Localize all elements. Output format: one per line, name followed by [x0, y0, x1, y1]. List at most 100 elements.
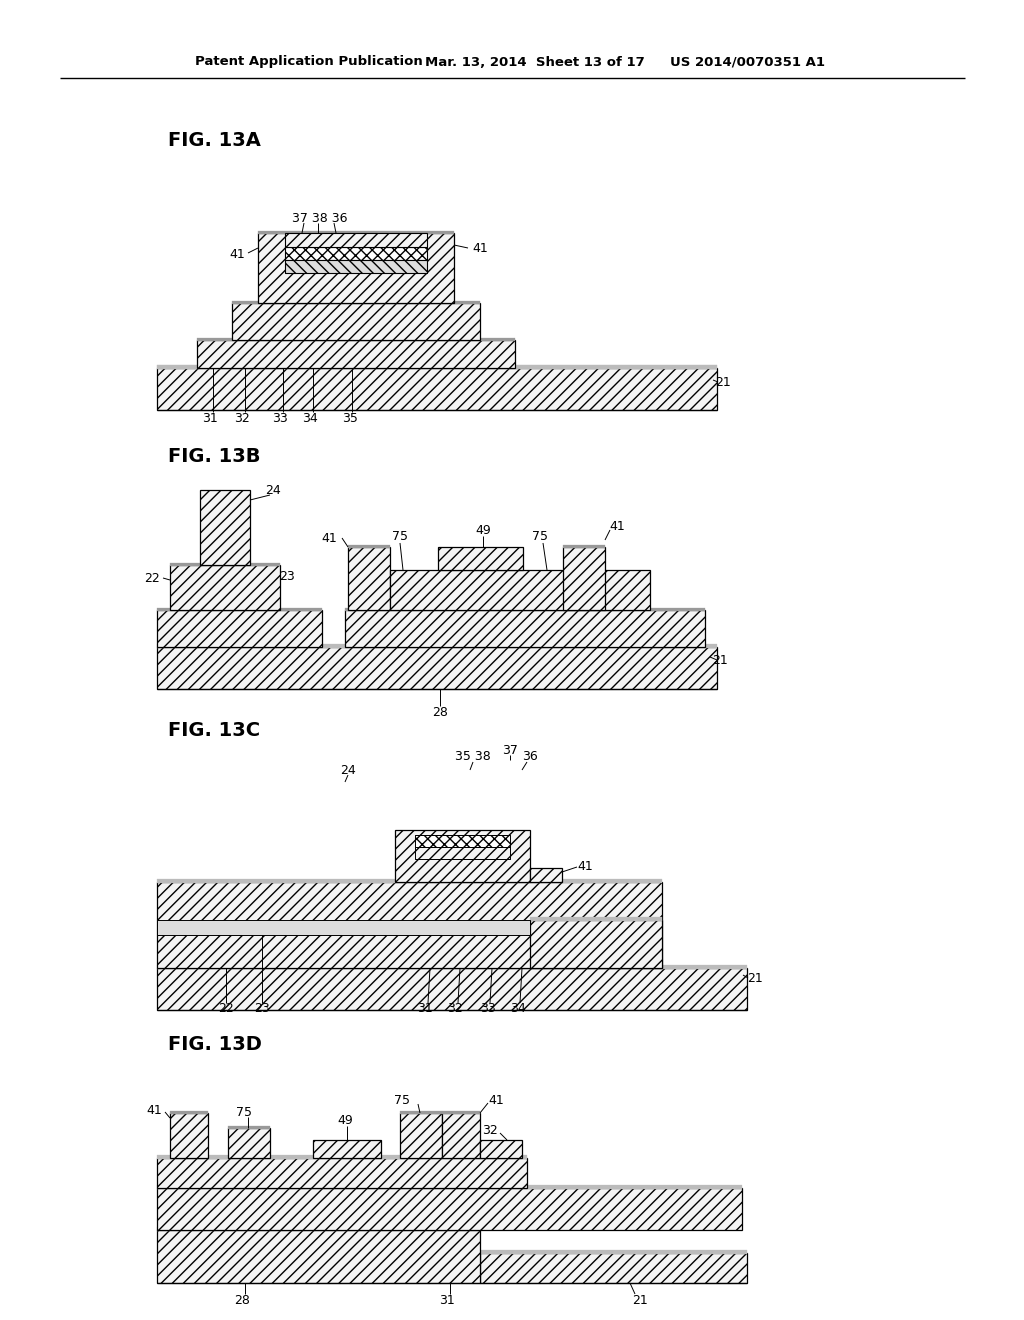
Text: 32: 32	[482, 1123, 498, 1137]
Bar	[442, 1113, 480, 1158]
Text: 37: 37	[502, 743, 518, 756]
Bar	[285, 234, 427, 247]
Bar	[157, 647, 717, 689]
Text: 41: 41	[146, 1104, 162, 1117]
Bar	[400, 1113, 442, 1158]
Text: 75: 75	[236, 1106, 252, 1118]
Text: 32: 32	[234, 412, 250, 425]
Text: US 2014/0070351 A1: US 2014/0070351 A1	[670, 55, 825, 69]
Bar	[345, 610, 705, 647]
Text: 28: 28	[432, 705, 447, 718]
Text: 24: 24	[340, 763, 356, 776]
Bar	[395, 830, 530, 882]
Text: 21: 21	[715, 375, 731, 388]
Text: 32: 32	[447, 1002, 463, 1015]
Bar	[313, 1140, 381, 1158]
Text: 35 38: 35 38	[455, 751, 490, 763]
Bar	[170, 564, 280, 566]
Text: FIG. 13C: FIG. 13C	[168, 721, 260, 739]
Text: FIG. 13B: FIG. 13B	[168, 447, 260, 466]
Text: 36: 36	[522, 751, 538, 763]
Bar	[170, 1111, 208, 1114]
Bar	[157, 1158, 527, 1188]
Text: 21: 21	[632, 1294, 648, 1307]
Text: 41: 41	[578, 861, 593, 874]
Bar	[480, 1253, 746, 1283]
Bar	[232, 301, 480, 304]
Bar	[197, 338, 515, 341]
Bar	[170, 565, 280, 610]
Bar	[480, 1250, 746, 1254]
Bar	[170, 1113, 208, 1158]
Text: Patent Application Publication: Patent Application Publication	[195, 55, 423, 69]
Bar	[197, 341, 515, 368]
Bar	[157, 366, 717, 370]
Text: 49: 49	[337, 1114, 353, 1126]
Text: 41: 41	[322, 532, 337, 544]
Text: 23: 23	[280, 569, 295, 582]
Text: 31: 31	[417, 1002, 433, 1015]
Text: 35: 35	[342, 412, 358, 425]
Text: 41: 41	[488, 1093, 504, 1106]
Bar	[348, 546, 390, 610]
Bar	[415, 847, 510, 859]
Text: 75: 75	[394, 1093, 410, 1106]
Bar	[157, 879, 662, 883]
Text: 21: 21	[712, 653, 728, 667]
Bar	[530, 869, 562, 882]
Text: 33: 33	[480, 1002, 496, 1015]
Text: 31: 31	[439, 1294, 455, 1307]
Bar	[563, 546, 605, 610]
Bar	[345, 609, 705, 611]
Bar	[157, 368, 717, 411]
Bar	[200, 490, 250, 565]
Bar	[232, 304, 480, 341]
Text: 22: 22	[144, 572, 160, 585]
Bar	[157, 644, 717, 648]
Bar	[285, 247, 427, 260]
Bar	[228, 1126, 270, 1129]
Bar	[228, 1129, 270, 1158]
Bar	[157, 1230, 480, 1283]
Text: 75: 75	[532, 531, 548, 544]
Bar	[157, 1155, 527, 1159]
Bar	[285, 260, 427, 273]
Text: 41: 41	[472, 242, 487, 255]
Text: 41: 41	[609, 520, 625, 533]
Text: 34: 34	[302, 412, 317, 425]
Bar	[157, 920, 530, 935]
Text: 75: 75	[392, 531, 408, 544]
Bar	[438, 546, 523, 570]
Text: 28: 28	[234, 1294, 250, 1307]
Text: Mar. 13, 2014  Sheet 13 of 17: Mar. 13, 2014 Sheet 13 of 17	[425, 55, 645, 69]
Bar	[157, 965, 746, 969]
Text: 34: 34	[510, 1002, 526, 1015]
Bar	[348, 545, 390, 548]
Bar	[258, 231, 454, 234]
Bar	[480, 1140, 522, 1158]
Text: 21: 21	[748, 972, 763, 985]
Bar	[157, 1185, 742, 1189]
Bar	[400, 1111, 442, 1114]
Text: 23: 23	[254, 1002, 270, 1015]
Bar	[157, 1188, 742, 1230]
Text: 41: 41	[229, 248, 245, 261]
Bar	[415, 836, 510, 847]
Bar	[157, 1228, 480, 1232]
Bar	[157, 610, 322, 647]
Text: 31: 31	[202, 412, 218, 425]
Bar	[157, 968, 746, 1010]
Bar	[258, 234, 454, 304]
Text: 33: 33	[272, 412, 288, 425]
Text: 24: 24	[265, 483, 281, 496]
Bar	[157, 609, 322, 611]
Bar	[530, 917, 662, 921]
Bar	[530, 920, 662, 968]
Bar	[390, 570, 650, 610]
Text: 22: 22	[218, 1002, 233, 1015]
Bar	[157, 882, 662, 968]
Bar	[563, 545, 605, 548]
Text: FIG. 13D: FIG. 13D	[168, 1035, 262, 1055]
Text: 37 38 36: 37 38 36	[292, 211, 348, 224]
Text: FIG. 13A: FIG. 13A	[168, 131, 261, 149]
